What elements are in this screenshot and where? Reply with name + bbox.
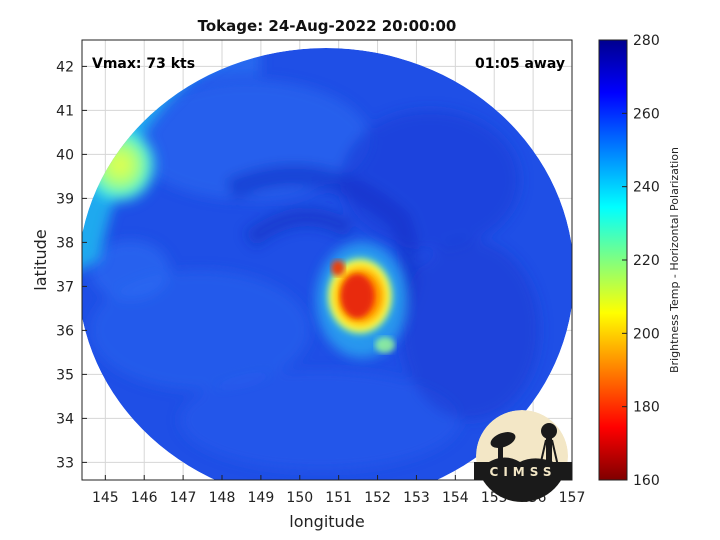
- x-tick-label: 152: [364, 490, 391, 506]
- colorbar: 160 180 200 220 240 260 280 Brightness Temp - …: [598, 33, 681, 489]
- cimss-logo: CIMSS: [474, 410, 572, 502]
- y-tick-label: 40: [56, 147, 74, 163]
- y-tick-label: 37: [56, 279, 74, 295]
- colorbar-tick-label: 180: [633, 400, 660, 416]
- x-tick-label: 145: [92, 490, 119, 506]
- colorbar-tick-label: 240: [633, 180, 660, 196]
- y-tick-label: 41: [56, 103, 74, 119]
- colorbar-tick-label: 280: [633, 33, 660, 49]
- y-tick-label: 42: [56, 59, 74, 75]
- x-tick-label: 146: [131, 490, 158, 506]
- x-tick-label: 147: [170, 490, 197, 506]
- colorbar-tick-label: 160: [633, 473, 660, 489]
- x-tick-label: 153: [403, 490, 430, 506]
- colorbar-tick-label: 200: [633, 326, 660, 342]
- colorbar-label: Brightness Temp - Horizontal Polarizatio…: [668, 147, 681, 373]
- y-tick-label: 34: [56, 411, 74, 427]
- x-tick-label: 151: [325, 490, 352, 506]
- y-tick-label: 39: [56, 191, 74, 207]
- colorbar-ticks: 160 180 200 220 240 260 280: [622, 33, 660, 489]
- x-tick-label: 157: [559, 490, 586, 506]
- x-tick-label: 148: [209, 490, 236, 506]
- vmax-annotation: Vmax: 73 kts: [92, 56, 195, 72]
- cimss-logo-text: CIMSS: [490, 465, 557, 479]
- y-axis-ticks: 33 34 35 36 37 38 39 40 41 42: [56, 59, 87, 471]
- chart-title: Tokage: 24-Aug-2022 20:00:00: [198, 17, 457, 35]
- y-tick-label: 38: [56, 235, 74, 251]
- x-axis-label: longitude: [289, 512, 364, 531]
- colorbar-tick-label: 220: [633, 253, 660, 269]
- y-tick-label: 36: [56, 323, 74, 339]
- time-away-annotation: 01:05 away: [475, 56, 565, 72]
- storm-core: [316, 242, 408, 358]
- y-axis-label: latitude: [31, 229, 50, 290]
- plot-frame: [81, 39, 573, 481]
- y-tick-label: 33: [56, 455, 74, 471]
- x-tick-label: 150: [286, 490, 313, 506]
- x-tick-label: 154: [442, 490, 469, 506]
- x-tick-label: 149: [248, 490, 275, 506]
- colorbar-tick-label: 260: [633, 106, 660, 122]
- y-tick-label: 35: [56, 367, 74, 383]
